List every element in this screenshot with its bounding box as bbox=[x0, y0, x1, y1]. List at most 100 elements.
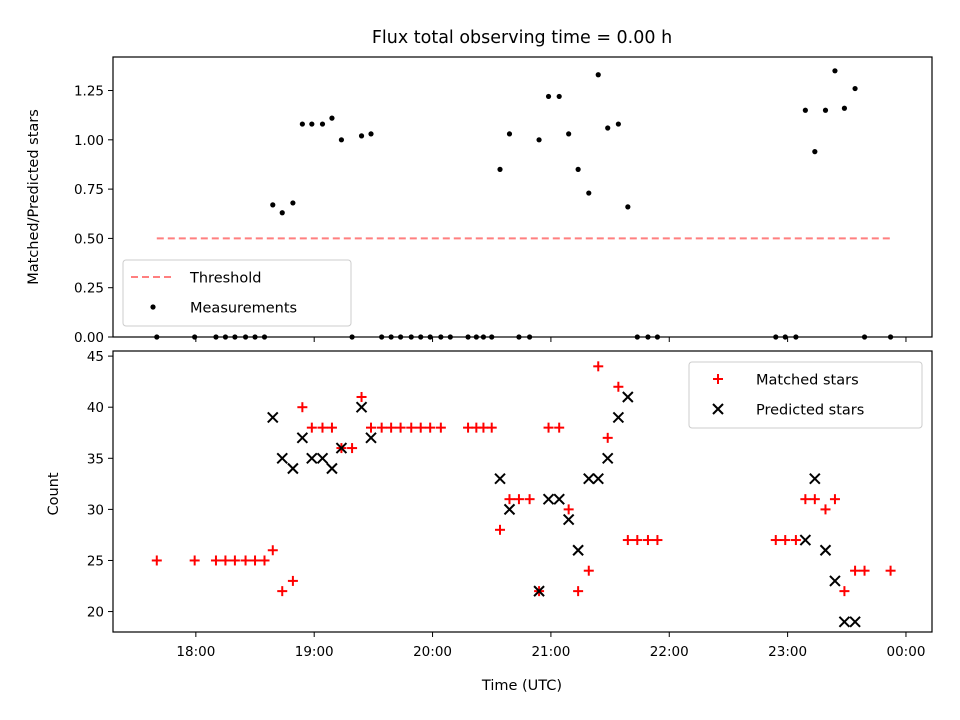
count-y-tick-label: 35 bbox=[87, 451, 104, 467]
predicted-star-point bbox=[542, 493, 555, 505]
matched-star-point bbox=[820, 504, 831, 515]
count-x-tick-label: 23:00 bbox=[768, 644, 807, 660]
matched-star-point bbox=[642, 535, 653, 546]
predicted-star-point bbox=[287, 462, 299, 475]
measurement-point bbox=[506, 131, 513, 137]
matched-star-point bbox=[297, 402, 308, 413]
matched-star-point bbox=[652, 535, 663, 546]
count-x-tick-label: 20:00 bbox=[413, 644, 452, 660]
count-x-tick-label: 22:00 bbox=[650, 644, 689, 660]
measurement-point bbox=[595, 72, 601, 78]
measurement-point bbox=[368, 131, 374, 137]
predicted-star-point bbox=[838, 616, 851, 628]
matched-star-point bbox=[151, 555, 162, 566]
predicted-legend-swatch bbox=[712, 403, 724, 415]
measurements-legend-label: Measurements bbox=[190, 301, 297, 317]
predicted-star-point bbox=[503, 503, 516, 516]
ratio-panel: 0.00 0.25 0.50 0.75 1.00 1.25 Matched/Predict… bbox=[26, 56, 933, 346]
matched-star-point bbox=[524, 494, 535, 505]
measurement-point bbox=[290, 200, 296, 206]
matched-star-point bbox=[240, 555, 251, 566]
ratio-plot-frame bbox=[112, 56, 933, 338]
matched-star-point bbox=[386, 422, 397, 433]
matched-star-point bbox=[306, 422, 317, 433]
predicted-star-mark-b bbox=[494, 473, 506, 485]
predicted-star-point bbox=[562, 513, 575, 526]
predicted-star-point bbox=[583, 473, 595, 485]
measurement-point bbox=[625, 204, 631, 210]
matched-star-point bbox=[376, 422, 387, 433]
predicted-star-mark-b bbox=[592, 473, 604, 485]
matched-star-point bbox=[189, 555, 200, 566]
predicted-star-mark-b bbox=[553, 493, 565, 505]
matched-star-point bbox=[809, 494, 820, 505]
count-x-tick-label: 19:00 bbox=[295, 644, 334, 660]
measurement-point bbox=[497, 166, 503, 172]
matched-star-point bbox=[622, 535, 633, 546]
count-x-tick-label: 00:00 bbox=[887, 644, 926, 660]
matched-star-point bbox=[602, 432, 613, 443]
predicted-star-mark-b bbox=[355, 401, 368, 413]
matched-star-point bbox=[395, 422, 406, 433]
predicted-star-point bbox=[316, 452, 329, 464]
predicted-star-point bbox=[622, 391, 634, 403]
predicted-star-mark-b bbox=[503, 503, 516, 516]
ratio-legend: Threshold Measurements bbox=[122, 259, 352, 327]
predicted-star-mark-b bbox=[819, 544, 832, 556]
predicted-star-mark-b bbox=[542, 493, 555, 505]
matched-star-point bbox=[435, 422, 446, 433]
predicted-star-point bbox=[612, 411, 625, 424]
measurement-point bbox=[358, 133, 365, 139]
predicted-star-mark-b bbox=[533, 585, 545, 597]
measurement-point bbox=[556, 93, 562, 100]
predicted-star-mark-b bbox=[316, 452, 329, 464]
matched-star-point bbox=[347, 443, 358, 454]
matched-star-point bbox=[859, 565, 870, 576]
predicted-star-mark-b bbox=[562, 513, 575, 526]
predicted-star-mark-b bbox=[612, 411, 625, 424]
matched-star-point bbox=[780, 535, 791, 546]
matched-star-point bbox=[259, 555, 270, 566]
ratio-y-axis: 0.00 0.25 0.50 0.75 1.00 1.25 bbox=[74, 84, 113, 346]
ratio-y-axis-label: Matched/Predicted stars bbox=[26, 109, 42, 285]
measurement-point bbox=[575, 166, 581, 172]
count-x-tick-label: 18:00 bbox=[176, 644, 215, 660]
count-y-tick-label: 30 bbox=[87, 502, 104, 518]
count-x-tick-label: 21:00 bbox=[531, 644, 570, 660]
measurement-point bbox=[605, 125, 611, 131]
measurement-point bbox=[841, 105, 848, 111]
matched-star-point bbox=[210, 555, 221, 566]
predicted-star-point bbox=[849, 616, 861, 628]
matched-star-point bbox=[850, 565, 861, 576]
ratio-plot-data bbox=[154, 68, 894, 340]
matched-star-point bbox=[495, 524, 506, 535]
matched-star-point bbox=[287, 575, 298, 586]
matched-star-point bbox=[790, 535, 801, 546]
count-plot-data bbox=[151, 361, 896, 628]
predicted-star-mark-b bbox=[838, 616, 851, 628]
predicted-star-point bbox=[533, 585, 545, 597]
predicted-star-mark-b bbox=[287, 462, 299, 475]
predicted-star-point bbox=[592, 473, 604, 485]
measurement-point bbox=[338, 137, 345, 143]
count-plot-frame bbox=[112, 350, 933, 633]
matched-star-point bbox=[613, 381, 624, 392]
predicted-star-mark-b bbox=[799, 534, 812, 546]
predicted-star-mark-b bbox=[326, 462, 338, 475]
matched-star-point bbox=[406, 422, 417, 433]
measurement-point bbox=[545, 93, 552, 100]
predicted-star-mark-b bbox=[276, 452, 288, 464]
count-y-tick-label: 20 bbox=[87, 605, 104, 621]
predicted-star-mark-b bbox=[849, 616, 861, 628]
predicted-star-mark-b bbox=[602, 452, 614, 464]
matched-star-point bbox=[839, 586, 850, 597]
predicted-star-point bbox=[819, 544, 832, 556]
matched-star-point bbox=[593, 361, 604, 372]
matched-star-point bbox=[543, 422, 554, 433]
matched-star-point bbox=[267, 545, 278, 556]
predicted-star-point bbox=[799, 534, 812, 546]
predicted-star-mark-b bbox=[829, 575, 841, 587]
count-y-axis-label: Count bbox=[46, 472, 62, 515]
matched-star-point bbox=[573, 586, 584, 597]
